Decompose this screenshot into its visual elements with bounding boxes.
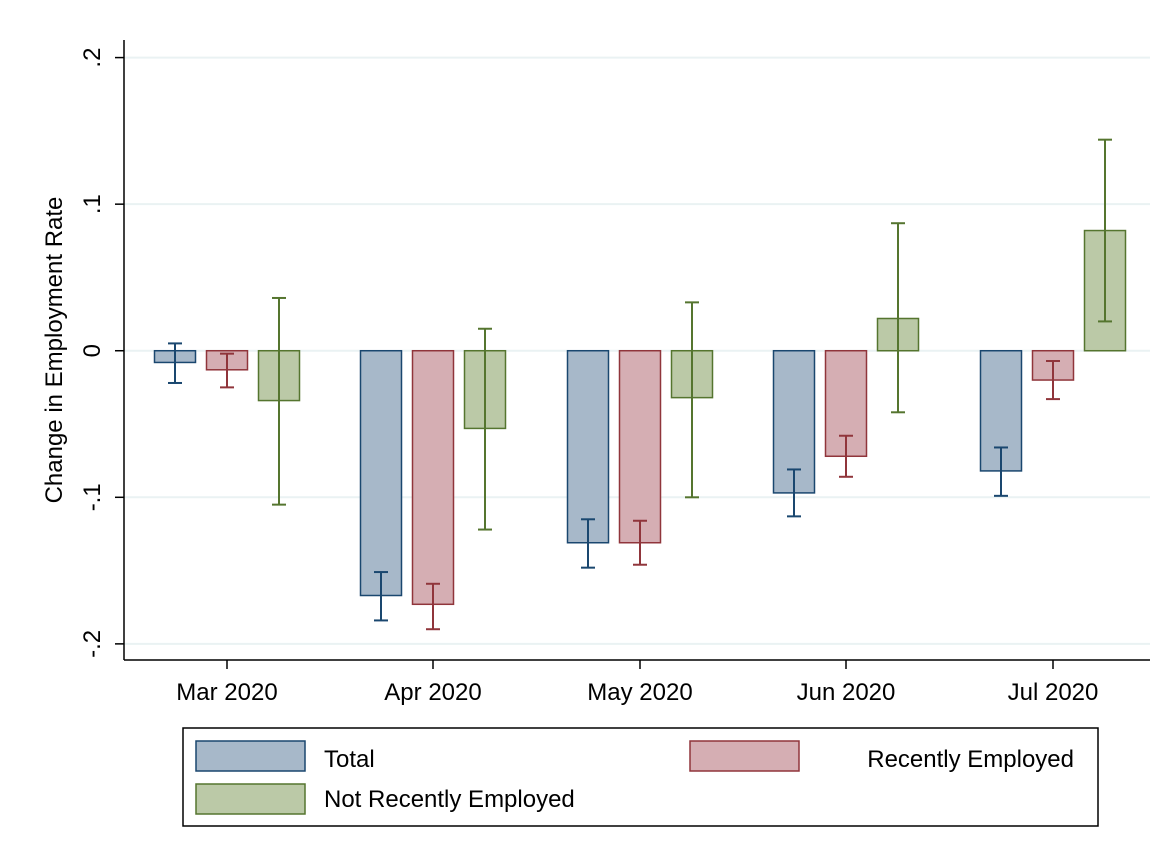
x-tick-label: May 2020 — [587, 679, 692, 706]
legend-swatch-0 — [195, 740, 306, 772]
legend: Total Recently Employed Not Recently Emplo… — [182, 727, 1099, 827]
bar-1-1 — [411, 349, 455, 606]
bar-0-2 — [566, 349, 610, 544]
legend-swatch-1 — [689, 740, 800, 772]
bar-0-1 — [359, 349, 403, 597]
y-tick-label: -.2 — [79, 630, 106, 658]
x-tick-label: Apr 2020 — [384, 679, 481, 706]
legend-swatch-2 — [195, 783, 306, 815]
bars — [153, 229, 1127, 606]
legend-label-1: Recently Employed — [867, 746, 1074, 773]
legend-box — [182, 727, 1099, 827]
x-tick-label: Jul 2020 — [1008, 679, 1099, 706]
y-axis-title: Change in Employment Rate — [41, 197, 68, 504]
error-bars — [168, 138, 1112, 631]
y-tick-label: .2 — [79, 48, 106, 68]
bar-1-2 — [618, 349, 662, 544]
y-tick-label: 0 — [79, 344, 106, 357]
x-tick-label: Jun 2020 — [797, 679, 896, 706]
axes: Change in Employment Rate — [41, 40, 1150, 669]
y-tick-label: .1 — [79, 194, 106, 214]
x-tick-label: Mar 2020 — [176, 679, 277, 706]
legend-label-0: Total — [324, 746, 375, 773]
legend-label-2: Not Recently Employed — [324, 786, 575, 813]
y-tick-label: -.1 — [79, 483, 106, 511]
tick-labels: -.2 -.1 0 .1 .2 Mar 2020 Apr 2020 May 2020 Jun 2… — [79, 48, 1098, 706]
